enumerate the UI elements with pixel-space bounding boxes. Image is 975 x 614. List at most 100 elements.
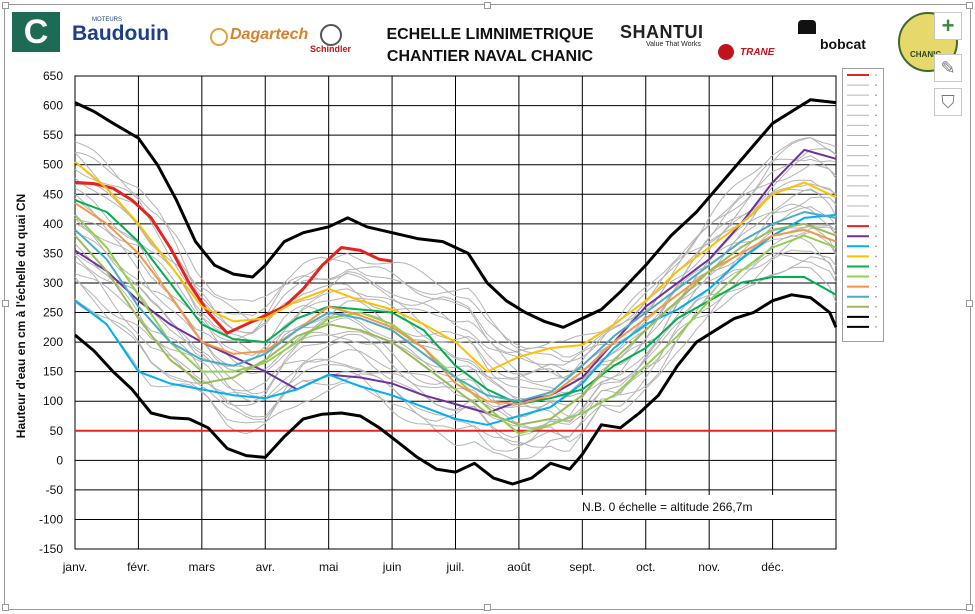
- legend-label-dot: [875, 235, 877, 238]
- legend-label-dot: [875, 295, 877, 298]
- chart-filters-button[interactable]: ⛉: [934, 88, 962, 116]
- x-tick-label: mars: [188, 560, 215, 574]
- shantui-logo: SHANTUI: [620, 22, 704, 42]
- trane-logo: TRANE: [740, 47, 775, 58]
- resize-handle[interactable]: [966, 2, 973, 9]
- resize-handle[interactable]: [2, 604, 9, 611]
- legend-label-dot: [875, 316, 877, 318]
- legend-label-dot: [875, 185, 877, 187]
- legend-label-dot: [875, 134, 877, 137]
- chart-legend[interactable]: [842, 68, 884, 342]
- resize-handle[interactable]: [966, 604, 973, 611]
- x-tick-label: sept.: [569, 560, 595, 574]
- resize-handle[interactable]: [484, 604, 491, 611]
- y-axis-label: Hauteur d'eau en cm à l'échelle du quai …: [14, 194, 28, 438]
- brush-icon: ✎: [940, 57, 956, 78]
- y-tick-label: 350: [43, 246, 63, 260]
- x-tick-label: juil.: [445, 560, 464, 574]
- series-line: [74, 180, 393, 335]
- add-chart-element-button[interactable]: +: [934, 12, 962, 40]
- background-series-line: [74, 225, 837, 430]
- background-series-line: [74, 164, 837, 366]
- legend-label-dot: [875, 215, 877, 217]
- legend-label-dot: [875, 84, 877, 86]
- background-series-line: [74, 136, 837, 349]
- y-tick-label: 500: [43, 158, 63, 172]
- series-line: [74, 211, 837, 403]
- background-series-line: [74, 234, 837, 446]
- trane-mark-icon: [718, 44, 734, 60]
- filter-icon: ⛉: [941, 91, 955, 112]
- legend-label-dot: [875, 275, 877, 278]
- y-tick-label: 650: [43, 69, 63, 83]
- chart-title-line1: ECHELLE LIMNIMETRIQUE: [386, 26, 594, 43]
- series-line: [74, 160, 837, 373]
- dagartech-mark-icon: [210, 28, 228, 46]
- plot-area: [74, 75, 837, 550]
- legend-swatches: [847, 74, 877, 328]
- y-tick-label: -100: [39, 512, 63, 526]
- y-tick-label: 200: [43, 335, 63, 349]
- legend-label-dot: [875, 225, 877, 227]
- x-tick-label: nov.: [698, 560, 720, 574]
- background-series-line: [74, 137, 837, 363]
- legend-label-dot: [875, 174, 877, 177]
- x-tick-label: juin: [382, 560, 402, 574]
- legend-label-dot: [875, 114, 877, 117]
- plus-icon: +: [941, 13, 955, 38]
- y-tick-label: 50: [50, 424, 64, 438]
- y-tick-label: 550: [43, 128, 63, 142]
- schindler-logo: Schindler: [310, 44, 352, 54]
- background-series-line: [74, 179, 837, 375]
- x-tick-label: févr.: [127, 560, 150, 574]
- schindler-mark-icon: [320, 24, 342, 46]
- background-series-line: [74, 203, 837, 418]
- legend-label-dot: [875, 255, 877, 258]
- series-lines: [74, 98, 838, 486]
- y-tick-label: -150: [39, 542, 63, 556]
- resize-handle[interactable]: [2, 300, 9, 307]
- resize-handle[interactable]: [966, 300, 973, 307]
- legend-label-dot: [875, 305, 877, 308]
- bobcat-mark-icon: [798, 20, 816, 34]
- x-tick-label: avr.: [256, 560, 275, 574]
- legend-label-dot: [875, 245, 877, 248]
- x-tick-label: mai: [319, 560, 338, 574]
- chart-grid: [74, 75, 837, 550]
- legend-label-dot: [875, 205, 877, 207]
- y-tick-label: 400: [43, 217, 63, 231]
- legend-label-dot: [875, 94, 877, 96]
- x-axis-ticks: janv. févr. mars avr. mai juin juil. août sept. o…: [62, 560, 784, 574]
- x-tick-label: oct.: [636, 560, 655, 574]
- chart-styles-button[interactable]: ✎: [934, 54, 962, 82]
- y-tick-label: 0: [56, 453, 63, 467]
- series-line: [74, 213, 837, 426]
- series-line: [74, 293, 838, 486]
- y-tick-label: 450: [43, 187, 63, 201]
- legend-label-dot: [875, 154, 877, 157]
- y-tick-label: 600: [43, 99, 63, 113]
- resize-handle[interactable]: [2, 2, 9, 9]
- resize-handle[interactable]: [484, 2, 491, 9]
- y-tick-label: 300: [43, 276, 63, 290]
- baudouin-sub-logo: MOTEURS: [92, 17, 122, 23]
- dagartech-logo: Dagartech: [230, 26, 309, 43]
- shantui-tagline: Value That Works: [646, 41, 701, 48]
- legend-label-dot: [875, 326, 877, 328]
- x-tick-label: août: [507, 560, 531, 574]
- legend-label-dot: [875, 104, 877, 107]
- logo-banner: C MOTEURS Baudouin Dagartech Schindler E…: [0, 0, 975, 72]
- legend-label-dot: [875, 144, 877, 147]
- y-tick-label: -50: [46, 483, 64, 497]
- legend-label-dot: [875, 164, 877, 167]
- y-tick-label: 150: [43, 365, 63, 379]
- chart-title-line2: CHANTIER NAVAL CHANIC: [386, 48, 594, 65]
- legend-label-dot: [875, 265, 877, 268]
- baudouin-logo: Baudouin: [72, 22, 169, 45]
- chanic-c-logo: C: [12, 12, 60, 52]
- legend-label-dot: [875, 195, 877, 197]
- background-series-line: [74, 256, 837, 452]
- legend-label-dot: [875, 74, 877, 76]
- x-tick-label: janv.: [62, 560, 87, 574]
